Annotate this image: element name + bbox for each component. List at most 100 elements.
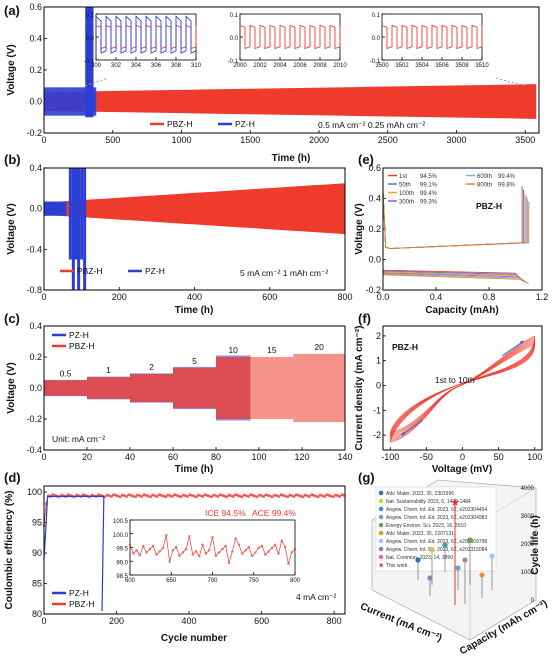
panel-g-point xyxy=(429,547,435,553)
panel-b-xtick-label: 0 xyxy=(41,292,46,302)
panel-g-point xyxy=(462,557,468,563)
panel-g-tag: (g) xyxy=(358,470,375,485)
panel-b-xtick-label: 200 xyxy=(112,292,127,302)
panel-g-legend-marker xyxy=(378,498,384,504)
panel-a-inset-2-pbz-trace xyxy=(239,24,341,50)
panel-e-legend-ce-800th: 99.8% xyxy=(498,183,516,189)
panel-a-inset-1-ytick-label: 0.0 xyxy=(86,36,95,42)
panel-c-xtick-label: 40 xyxy=(125,452,135,462)
panel-a-inset-2-ytick-label: 0.0 xyxy=(230,36,239,42)
panel-d-ytick-label: 100 xyxy=(27,487,42,497)
panel-a-xtick-label: 1500 xyxy=(240,135,260,145)
panel-b-ytick-label: -0.4 xyxy=(26,244,42,254)
panel-f-ytick-label: 2 xyxy=(376,331,381,341)
panel-d-frame xyxy=(43,485,346,615)
panel-e-xtick-label: 0.8 xyxy=(483,292,496,302)
panel-e-legend-label-300th: 300th xyxy=(399,200,414,206)
panel-a-legend-pz-label: PZ-H xyxy=(235,119,255,129)
panel-g-point xyxy=(442,542,448,548)
panel-a-ytick-label: 0.2 xyxy=(29,65,42,75)
panel-f-arrow-down xyxy=(400,419,424,436)
panel-d-inset-xtick-label: 800 xyxy=(290,578,301,584)
panel-g-point xyxy=(489,553,495,559)
panel-a-xlabel: Time (h) xyxy=(272,153,311,164)
panel-a-inset-3-xtick-label: 3500 xyxy=(375,63,389,69)
panel-a-inset-2-xtick-label: 2006 xyxy=(293,63,307,69)
panel-g-legend-star: ★ xyxy=(378,562,384,570)
panel-g-point xyxy=(467,537,473,543)
panel-a-inset-2-ytick-label: 0.1 xyxy=(230,13,239,19)
panel-e-legend-ce-100th: 99.4% xyxy=(420,191,438,197)
panel-f-arrow-up-head xyxy=(519,340,524,345)
pbz-h-step-10 xyxy=(216,357,251,419)
panel-g-legend-label: Nat. Sustainability 2023, 6, 1474-1484 xyxy=(386,499,471,505)
panel-f-xtick-label: 0 xyxy=(460,452,465,462)
panel-e-legend-ce-50th: 99.1% xyxy=(420,183,438,189)
panel-e-ytick-label: 0.6 xyxy=(368,163,381,173)
panel-a-inset-1-xtick-label: 308 xyxy=(171,63,182,69)
panel-a-tag: (a) xyxy=(4,3,20,18)
rate-label-15: 15 xyxy=(267,345,277,355)
panel-d-inset-point xyxy=(145,551,148,554)
panel-b-legend-pbz-label: PBZ-H xyxy=(77,266,103,276)
panel-e-charge-curve-50th xyxy=(382,189,524,249)
pbz-h-voltage-band xyxy=(44,183,345,235)
panel-a-inset-3-xtick-label: 3502 xyxy=(395,63,409,69)
panel-g-legend-marker xyxy=(378,538,384,544)
pbz-h-step-1 xyxy=(87,377,130,399)
panel-b-frame xyxy=(43,167,346,291)
panel-d-legend-pz-label: PZ-H xyxy=(69,588,89,598)
panel-a-xtick-label: 1000 xyxy=(171,135,191,145)
panel-a-inset-3-ytick-label: 0.0 xyxy=(372,36,381,42)
panel-d-inset-point xyxy=(254,551,257,554)
panel-a-ytick-label: 0.6 xyxy=(29,2,42,12)
panel-f-ytick-label: -1 xyxy=(373,405,381,415)
panel-c-xtick-label: 120 xyxy=(294,452,309,462)
panel-f-xtick-label: -100 xyxy=(381,452,399,462)
inset-guide-1 xyxy=(85,77,109,87)
panel-c-ytick-label: -0.2 xyxy=(26,414,42,424)
panel-d-inset-ytick-label: 100.0 xyxy=(113,533,129,539)
panel-f-xtick-label: -50 xyxy=(420,452,433,462)
panel-b-conditions: 5 mA cm⁻² 1 mAh cm⁻² xyxy=(240,268,328,278)
panel-e-xtick-label: 0.4 xyxy=(430,292,443,302)
panel-d-inset-ytick-label: 100.5 xyxy=(113,519,129,525)
panel-d-inset-ytick-label: 99.5 xyxy=(116,547,128,553)
panel-d: (d) 0 200 400 600 800 80 85 90 95 100 600 650 700 750… xyxy=(4,470,346,644)
panel-a-legend-pbz-label: PBZ-H xyxy=(167,119,193,129)
panel-g-zlabel: Cycle life (h) xyxy=(530,515,541,574)
panel-d-inset-point xyxy=(270,546,274,550)
panel-g-legend-frame xyxy=(375,486,497,572)
pbz-h-step-0.5 xyxy=(44,380,87,396)
panel-a-inset-1-xtick-label: 306 xyxy=(151,63,162,69)
panel-f-ytick-label: 0 xyxy=(376,381,381,391)
panel-d-inset-point xyxy=(240,552,244,555)
panel-g-ztick: 2000 xyxy=(521,542,535,548)
panel-f-tag: (f) xyxy=(358,311,371,326)
panel-a-inset-2-xtick-label: 2010 xyxy=(333,63,347,69)
panel-a-xtick-label: 3000 xyxy=(446,135,466,145)
panel-e-legend-ce-600th: 99.4% xyxy=(498,174,516,180)
panel-e-discharge-curve-800th xyxy=(382,274,529,285)
panel-a-inset-1-ytick-label: -0.1 xyxy=(84,59,95,65)
panel-c-tag: (c) xyxy=(4,311,20,326)
panel-f-ytick-label: 1 xyxy=(376,356,381,366)
panel-d-inset-point xyxy=(204,552,208,555)
panel-f-cv-loop-8 xyxy=(389,342,536,435)
pbz-h-voltage-band xyxy=(44,84,537,119)
panel-a-inset-1-xtick-label: 304 xyxy=(131,63,142,69)
pbz-h-step-2 xyxy=(130,374,173,402)
panel-b-legend-pz-label: PZ-H xyxy=(145,266,165,276)
panel-g-this-work-star: ★ xyxy=(450,497,460,509)
panel-f: (f) -100 -50 0 50 100 -2 -1 0 1 2 Voltage (mV) Cu… xyxy=(354,311,543,475)
panel-a-ylabel: Voltage (V) xyxy=(6,44,17,95)
panel-g-legend-marker xyxy=(378,554,384,560)
panel-c-frame xyxy=(43,325,346,451)
pz-h-voltage-band xyxy=(44,201,67,216)
panel-d-inset-point xyxy=(158,550,161,553)
panel-c-ytick-label: 0.0 xyxy=(29,383,42,393)
panel-d-ace: ACE 99.4% xyxy=(252,508,296,518)
panel-f-arrow-down-head xyxy=(401,431,406,436)
panel-c: (c) 0 20 40 60 80 100 120 140-0.4-0.20.00.20.40… xyxy=(4,311,353,475)
panel-g-legend-marker xyxy=(378,506,384,512)
